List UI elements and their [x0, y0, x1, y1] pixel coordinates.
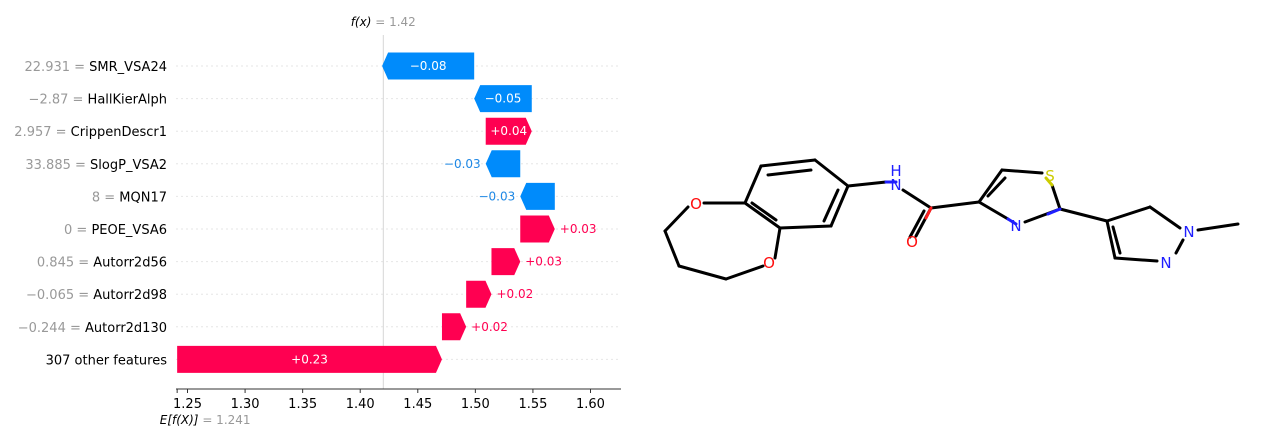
- shap-waterfall-chart: f(x) = 1.42 −0.08 −0.05 +0.04 −0.03 −0.03 +0.…: [14, 15, 621, 427]
- fx-annotation: f(x) = 1.42: [351, 15, 416, 29]
- pyrazole-nitrogen-atom-1: N: [1183, 223, 1194, 241]
- contribution-bar: [441, 313, 467, 341]
- feature-labels: 22.931 = SMR_VSA24 −2.87 = HallKierAlph 2.…: [14, 60, 167, 368]
- x-tick-label: 1.60: [576, 397, 605, 412]
- feature-label: −0.244 = Autorr2d130: [18, 321, 167, 336]
- x-tick-label: 1.50: [461, 397, 490, 412]
- carbonyl-oxygen-atom: O: [906, 233, 918, 251]
- bonds: [663, 158, 1240, 281]
- feature-label: −0.065 = Autorr2d98: [26, 288, 167, 303]
- contribution-label: +0.03: [525, 255, 562, 269]
- x-tick-label: 1.30: [231, 397, 260, 412]
- amide-nitrogen-atom: N: [890, 176, 901, 194]
- oxygen-atom-1: O: [690, 195, 702, 213]
- contribution-bar: [520, 182, 555, 210]
- feature-label: 33.885 = SlogP_VSA2: [25, 158, 167, 173]
- contribution-label: −0.03: [444, 157, 481, 171]
- feature-label: 2.957 = CrippenDescr1: [14, 125, 167, 140]
- row-guide-lines: [176, 65, 621, 360]
- contribution-label: +0.04: [490, 124, 527, 138]
- feature-label: 307 other features: [46, 353, 168, 368]
- feature-label: 8 = MQN17: [92, 190, 167, 205]
- x-tick-label: 1.55: [518, 397, 547, 412]
- molecule-structure: O O O H N S N N N: [663, 158, 1240, 281]
- contribution-label: −0.08: [410, 59, 447, 73]
- x-tick-label: 1.35: [288, 397, 317, 412]
- contribution-label: +0.23: [291, 352, 328, 366]
- sulfur-atom: S: [1045, 167, 1055, 185]
- atom-labels: O O O H N S N N N: [690, 162, 1195, 272]
- contribution-bar: [520, 215, 555, 243]
- contribution-label: −0.05: [485, 92, 522, 106]
- expected-value-annotation: E[f(X)] = 1.241: [160, 413, 251, 427]
- amide-hydrogen-atom: H: [890, 162, 901, 180]
- contribution-bar: [466, 280, 492, 308]
- feature-label: 0.845 = Autorr2d56: [37, 256, 167, 271]
- feature-label: −2.87 = HallKierAlph: [29, 93, 167, 108]
- contribution-label: +0.02: [496, 287, 533, 301]
- x-axis: 1.25 1.30 1.35 1.40 1.45 1.50 1.55 1.60: [173, 388, 621, 412]
- pyrazole-nitrogen-atom-2: N: [1160, 254, 1171, 272]
- fx-label: f(x) = 1.42: [351, 15, 416, 29]
- contribution-label: +0.02: [471, 320, 508, 334]
- x-tick-label: 1.40: [346, 397, 375, 412]
- contribution-bar: [485, 150, 521, 178]
- contribution-bar: [382, 52, 475, 80]
- contribution-bar: [474, 85, 532, 113]
- contribution-label: +0.03: [560, 222, 597, 236]
- contribution-bar: [485, 117, 532, 145]
- contribution-bar: [177, 345, 442, 373]
- feature-label: 22.931 = SMR_VSA24: [25, 60, 167, 75]
- oxygen-atom-2: O: [763, 254, 775, 272]
- x-tick-label: 1.25: [173, 397, 202, 412]
- x-tick-label: 1.45: [403, 397, 432, 412]
- contribution-bar: [491, 248, 521, 276]
- feature-label: 0 = PEOE_VSA6: [64, 223, 167, 238]
- contribution-label: −0.03: [478, 189, 515, 203]
- thiazole-nitrogen-atom: N: [1010, 217, 1021, 235]
- bars: −0.08 −0.05 +0.04 −0.03 −0.03 +0.03 +0.03 +0.02…: [177, 52, 597, 373]
- hetero-bonds: [884, 176, 1062, 226]
